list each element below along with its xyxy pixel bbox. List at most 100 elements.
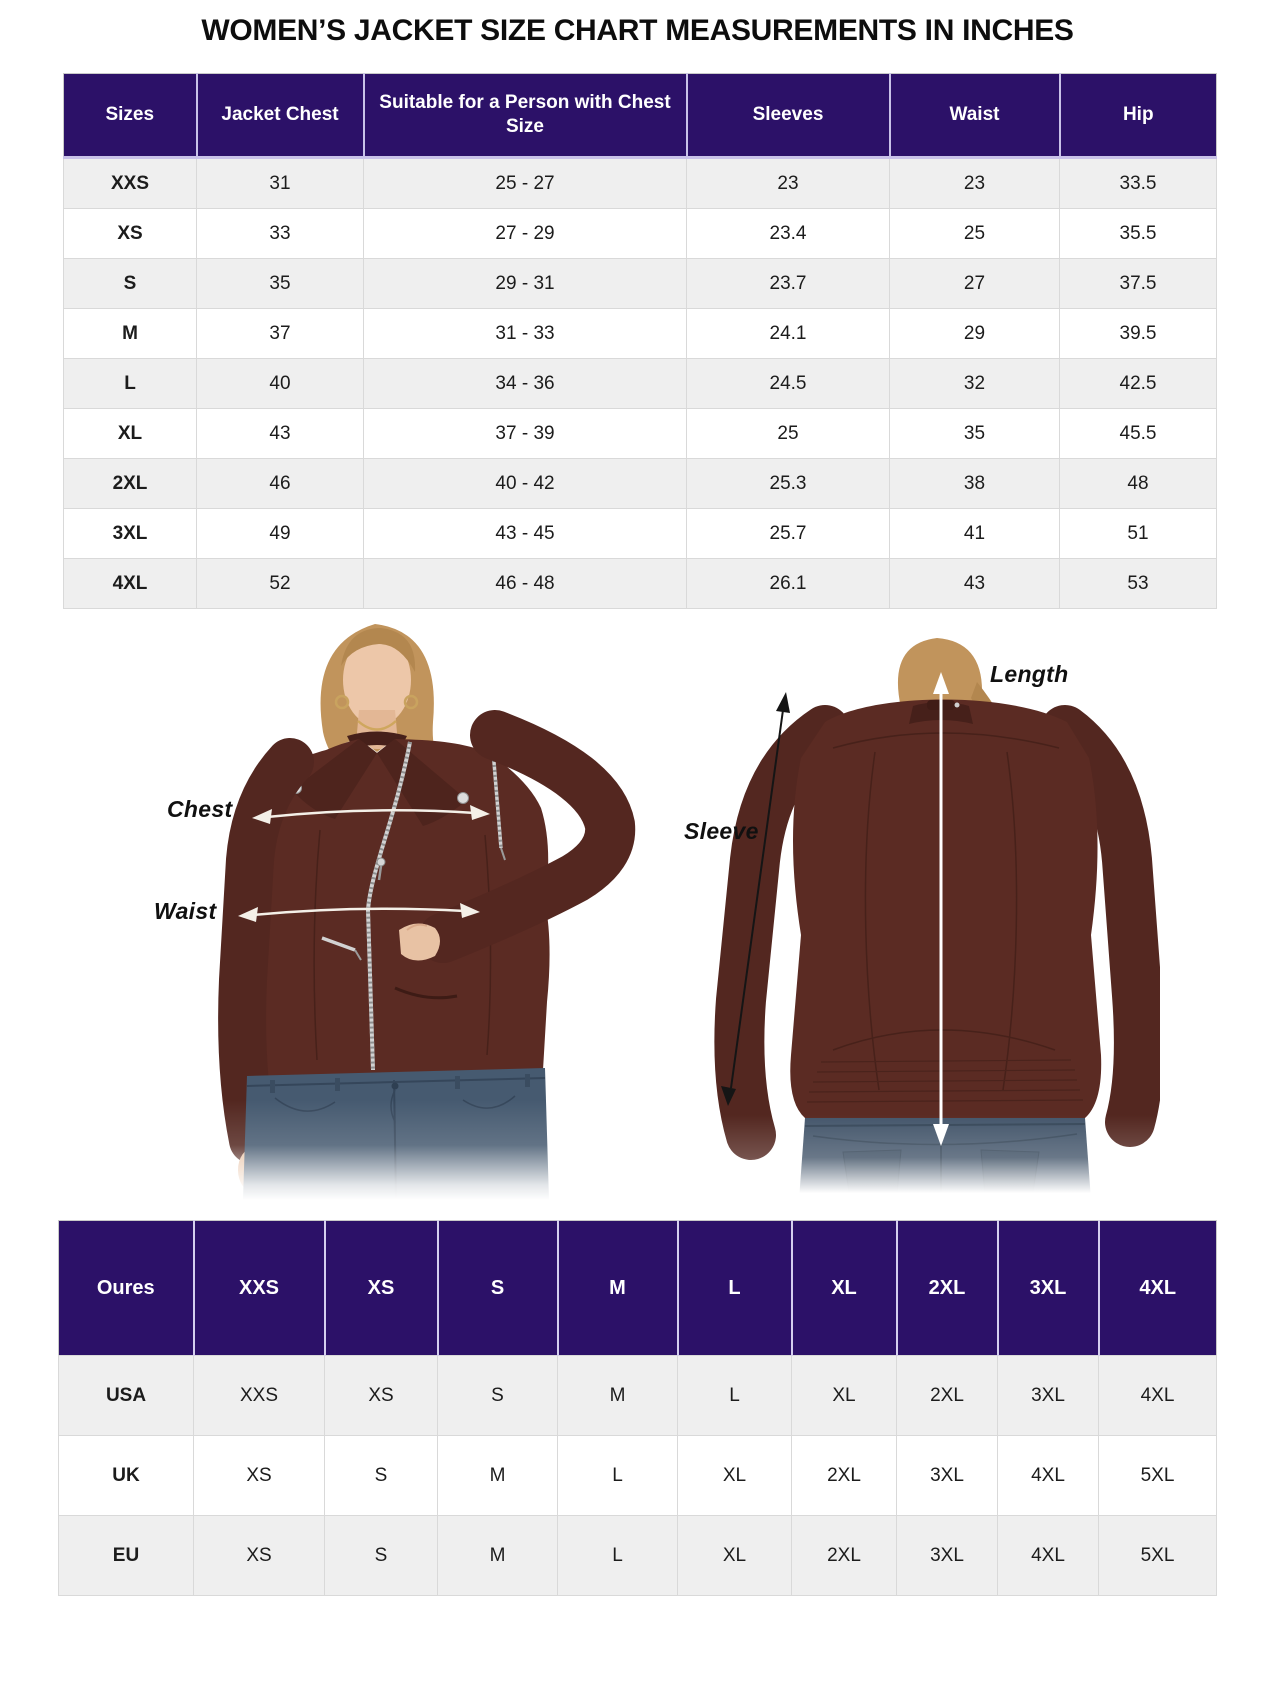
row-header-cell: L xyxy=(63,358,197,409)
size-cell: 48 xyxy=(1059,458,1217,509)
row-header-cell: S xyxy=(63,258,197,309)
conversion-cell: S xyxy=(324,1515,438,1596)
size-column-header: Waist xyxy=(889,73,1061,159)
size-cell: 35 xyxy=(196,258,364,309)
conversion-column-header: 4XL xyxy=(1098,1220,1217,1356)
size-conversion-table: Oures XXS XS S M L XL 2XL 3XL 4XL USA XXS XS S M L XL 2XL… xyxy=(58,1220,1217,1596)
size-cell: 25 xyxy=(686,408,890,459)
length-measurement-label: Length xyxy=(990,661,1069,687)
size-cell: 43 - 45 xyxy=(363,508,687,559)
conversion-column-header: XS xyxy=(324,1220,439,1356)
conversion-cell: 4XL xyxy=(997,1435,1099,1516)
size-cell: 33 xyxy=(196,208,364,259)
size-column-header: Hip xyxy=(1059,73,1217,159)
size-cell: 25.3 xyxy=(686,458,890,509)
size-column-header: Suitable for a Person with Chest Size xyxy=(363,73,688,159)
conversion-cell: S xyxy=(324,1435,438,1516)
row-header-cell: UK xyxy=(58,1435,194,1516)
size-cell: 40 xyxy=(196,358,364,409)
size-cell: 43 xyxy=(889,558,1060,609)
size-cell: 31 xyxy=(196,157,364,209)
table-row: 4XL 52 46 - 48 26.1 43 53 xyxy=(63,558,1217,609)
necklace-icon xyxy=(357,720,397,731)
waist-measurement-label: Waist xyxy=(154,898,217,924)
row-header-cell: M xyxy=(63,308,197,359)
snap-button-icon xyxy=(457,792,469,804)
back-jacket-illustration xyxy=(675,638,1160,1200)
conversion-cell: 3XL xyxy=(896,1515,998,1596)
size-cell: 24.1 xyxy=(686,308,890,359)
size-column-header: Jacket Chest xyxy=(196,73,365,159)
size-cell: 26.1 xyxy=(686,558,890,609)
size-cell: 25 xyxy=(889,208,1060,259)
conversion-cell: 5XL xyxy=(1098,1515,1217,1596)
conversion-cell: XS xyxy=(193,1435,325,1516)
chest-measurement-label: Chest xyxy=(167,796,233,822)
size-cell: 37 xyxy=(196,308,364,359)
table-row: XXS 31 25 - 27 23 23 33.5 xyxy=(63,157,1217,209)
back-model-figure xyxy=(675,638,1160,1200)
size-cell: 35.5 xyxy=(1059,208,1217,259)
row-header-cell: 4XL xyxy=(63,558,197,609)
row-header-cell: XL xyxy=(63,408,197,459)
size-cell: 25.7 xyxy=(686,508,890,559)
conversion-cell: 2XL xyxy=(896,1355,998,1436)
conversion-cell: L xyxy=(557,1435,678,1516)
size-cell: 41 xyxy=(889,508,1060,559)
size-cell: 37.5 xyxy=(1059,258,1217,309)
conversion-column-header: Oures xyxy=(58,1220,195,1356)
table-row: L 40 34 - 36 24.5 32 42.5 xyxy=(63,358,1217,409)
header-row: Sizes Jacket Chest Suitable for a Person w… xyxy=(63,73,1217,159)
size-cell: 51 xyxy=(1059,508,1217,559)
size-cell: 27 xyxy=(889,258,1060,309)
waist-measure-arrow xyxy=(238,903,480,922)
conversion-cell: XL xyxy=(677,1515,792,1596)
conversion-cell: XL xyxy=(677,1435,792,1516)
table-row: XL 43 37 - 39 25 35 45.5 xyxy=(63,408,1217,459)
header-row: Oures XXS XS S M L XL 2XL 3XL 4XL xyxy=(58,1220,1217,1356)
front-model-figure xyxy=(195,624,665,1200)
size-cell: 29 xyxy=(889,308,1060,359)
size-cell: 43 xyxy=(196,408,364,459)
length-measure-arrow xyxy=(933,672,949,1146)
size-cell: 42.5 xyxy=(1059,358,1217,409)
row-header-cell: EU xyxy=(58,1515,194,1596)
row-header-cell: XS xyxy=(63,208,197,259)
size-cell: 23.4 xyxy=(686,208,890,259)
size-cell: 23 xyxy=(889,157,1060,209)
table-row: 2XL 46 40 - 42 25.3 38 48 xyxy=(63,458,1217,509)
size-cell: 40 - 42 xyxy=(363,458,687,509)
conversion-column-header: XXS xyxy=(193,1220,326,1356)
conversion-cell: 2XL xyxy=(791,1435,897,1516)
table-row: USA XXS XS S M L XL 2XL 3XL 4XL xyxy=(58,1355,1217,1436)
size-cell: 25 - 27 xyxy=(363,157,687,209)
size-cell: 23 xyxy=(686,157,890,209)
size-cell: 38 xyxy=(889,458,1060,509)
size-cell: 46 xyxy=(196,458,364,509)
conversion-column-header: 2XL xyxy=(896,1220,999,1356)
chest-pocket-zipper-icon xyxy=(491,749,506,861)
sleeve-measurement-label: Sleeve xyxy=(684,818,759,844)
conversion-cell: 5XL xyxy=(1098,1435,1217,1516)
page-title: WOMEN’S JACKET SIZE CHART MEASUREMENTS I… xyxy=(201,14,1074,47)
table-row: EU XS S M L XL 2XL 3XL 4XL 5XL xyxy=(58,1515,1217,1596)
row-header-cell: 3XL xyxy=(63,508,197,559)
row-header-cell: XXS xyxy=(63,157,197,209)
row-header-cell: 2XL xyxy=(63,458,197,509)
size-cell: 34 - 36 xyxy=(363,358,687,409)
conversion-cell: L xyxy=(557,1515,678,1596)
table-row: XS 33 27 - 29 23.4 25 35.5 xyxy=(63,208,1217,259)
size-column-header: Sleeves xyxy=(686,73,891,159)
front-jacket-illustration xyxy=(195,624,665,1200)
conversion-column-header: 3XL xyxy=(997,1220,1100,1356)
size-cell: 53 xyxy=(1059,558,1217,609)
conversion-cell: 3XL xyxy=(896,1435,998,1516)
collar-snap-icon xyxy=(954,702,960,708)
size-cell: 46 - 48 xyxy=(363,558,687,609)
conversion-cell: 2XL xyxy=(791,1515,897,1596)
sleeve-measure-arrow xyxy=(721,692,790,1106)
conversion-cell: L xyxy=(677,1355,792,1436)
size-column-header: Sizes xyxy=(63,73,198,159)
conversion-column-header: L xyxy=(677,1220,793,1356)
front-zipper-icon xyxy=(365,741,412,1071)
